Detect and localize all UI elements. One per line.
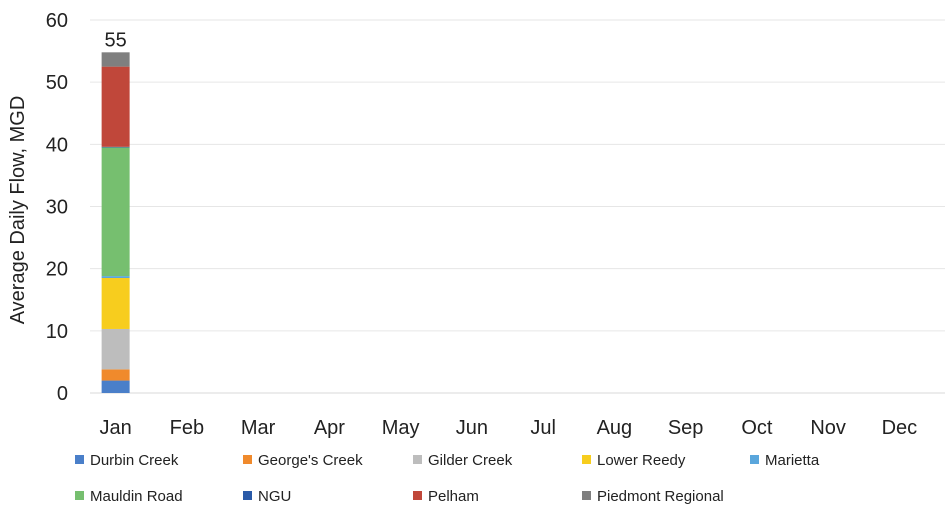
x-tick-label: May [382,417,420,439]
x-tick-label: Apr [314,417,345,439]
bar-segment [101,277,130,329]
x-tick-label: Feb [170,417,204,439]
y-tick-label: 0 [57,383,68,405]
y-tick-label: 40 [46,134,68,156]
x-tick-label: Jul [530,417,556,439]
x-tick-label: Jan [100,417,132,439]
legend: Durbin Creek George's Creek Gilder Creek Lo… [75,452,820,505]
x-tick-label: Jun [456,417,488,439]
y-tick-label: 10 [46,321,68,343]
bar-segment [101,66,130,147]
legend-swatch [75,491,84,500]
bar-segment [101,52,130,67]
x-tick-label: Sep [668,417,704,439]
legend-swatch [582,491,591,500]
legend-swatch [413,455,422,464]
x-axis-ticks: Jan Feb Mar Apr May Jun Jul Aug Sep Oct Nov Dec [100,417,918,439]
y-tick-label: 20 [46,259,68,281]
y-tick-label: 60 [46,10,68,32]
y-tick-label: 50 [46,72,68,94]
bar-segment [101,328,130,370]
bar-segment [101,146,130,148]
y-tick-label: 30 [46,197,68,219]
legend-label: Marietta [765,452,820,469]
legend-swatch [582,455,591,464]
x-tick-label: Nov [810,417,846,439]
legend-swatch [243,455,252,464]
legend-label: Piedmont Regional [597,488,724,505]
legend-label: Durbin Creek [90,452,179,469]
legend-label: NGU [258,488,291,505]
bar-segment [101,276,130,278]
x-tick-label: Mar [241,417,276,439]
data-labels: 55 [105,29,127,51]
x-tick-label: Aug [597,417,633,439]
legend-swatch [413,491,422,500]
legend-label: Mauldin Road [90,488,183,505]
legend-swatch [75,455,84,464]
bar-segment [101,380,130,393]
y-axis-title: Average Daily Flow, MGD [7,96,29,325]
legend-label: Gilder Creek [428,452,513,469]
legend-label: Pelham [428,488,479,505]
legend-label: George's Creek [258,452,363,469]
bar-total-label: 55 [105,29,127,51]
legend-label: Lower Reedy [597,452,686,469]
bar-segment [101,369,130,381]
y-axis-ticks: 0 10 20 30 40 50 60 [46,10,68,405]
bars [101,52,130,393]
x-tick-label: Dec [882,417,918,439]
bar-segment [101,147,130,277]
legend-swatch [750,455,759,464]
gridlines [90,19,945,394]
legend-swatch [243,491,252,500]
x-tick-label: Oct [741,417,773,439]
